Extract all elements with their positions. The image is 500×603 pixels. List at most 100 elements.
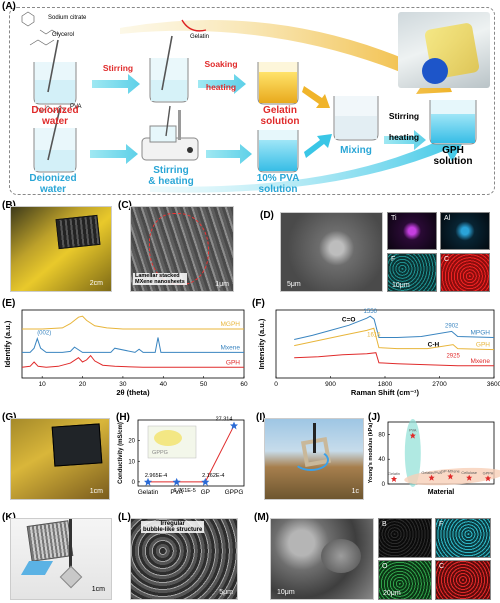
- series-line-mxene: [294, 352, 494, 367]
- data-label-pva: 6.761E-5: [174, 488, 196, 494]
- text-heating-line2: heating: [205, 81, 237, 92]
- y-tick-label: 80: [378, 432, 385, 438]
- annotation-2902: 2902: [445, 323, 459, 329]
- panel-m-scale: 10μm: [277, 589, 295, 596]
- inset-label: GPPG: [152, 450, 168, 456]
- panel-m-label: (M): [254, 512, 269, 523]
- text-pva-solution: 10% PVA solution: [246, 173, 310, 195]
- arrow-to-mixing-bottom: [304, 134, 332, 158]
- eds-c2-label: C: [439, 563, 445, 570]
- text-stirring-heating-bottom: Stirring & heating: [138, 165, 204, 187]
- y-axis-label: Young's modulus (kPa): [368, 423, 374, 484]
- gold-flow-arrow: [120, 20, 452, 94]
- panel-c-caption-2: MXene nanosheets: [135, 279, 185, 285]
- series-line-gph: [294, 327, 495, 351]
- panel-c-scale: 1μm: [215, 281, 229, 288]
- inset-film: [154, 430, 182, 446]
- panel-g-scale: 1cm: [89, 488, 103, 495]
- beaker-gelatin: [257, 62, 299, 105]
- x-tick-label: PVA: [170, 489, 183, 496]
- data-label-gelatin: 2.965E-4: [145, 473, 167, 479]
- text-deionized-top-2: water: [41, 115, 69, 127]
- eds-ti-label: Ti: [391, 215, 397, 222]
- panel-i-label: (I): [256, 412, 266, 423]
- annotation-1615: 1615: [367, 332, 381, 338]
- panel-m-sem: 10μm: [270, 518, 374, 600]
- legend-label-mxene: Mxene: [470, 358, 490, 365]
- text-deionized-bottom-1: Deionized: [29, 173, 77, 184]
- panel-d-eds-scale: 10μm: [392, 282, 410, 289]
- x-tick-label: 900: [325, 381, 336, 388]
- x-axis-label: Material: [428, 489, 455, 496]
- beaker-mixing: [333, 96, 379, 141]
- panel-a-label: (A): [2, 1, 16, 12]
- label-glycerol: Glycerol: [52, 32, 75, 38]
- text-stirring-right-1: Stirring: [388, 111, 420, 121]
- text-gelatin-solution-2: solution: [260, 115, 300, 127]
- annotation-co: C=O: [342, 316, 356, 323]
- eds-o: O 20μm: [378, 560, 432, 600]
- panel-b-scale: 2cm: [89, 280, 103, 287]
- series-line-mgph: [22, 315, 244, 330]
- x-tick-label: GP: [201, 489, 210, 496]
- label-gelatin-reagent: Gelatin: [190, 34, 210, 40]
- label-pva-reagent: PVA: [70, 104, 82, 110]
- arrow-stirring: [92, 74, 140, 94]
- text-stirring-heating-right: Stirring heating: [378, 112, 430, 142]
- eds-f-label: F: [391, 256, 396, 263]
- conductivity-line: [147, 425, 235, 483]
- text-gelatin-solution-1: Gelatin: [263, 105, 297, 116]
- panel-a: (A): [0, 0, 500, 197]
- panel-g-photo: 1cm: [10, 418, 110, 500]
- beaker-gph: [429, 100, 477, 145]
- text-pva-solution-2: solution: [258, 183, 298, 195]
- arrow-bottom-2: [206, 144, 252, 164]
- text-mixing: Mixing: [340, 145, 372, 156]
- chart-h: 0 10 20 Conductivity (mS/cm) GPPG 2.965E-4 Gel…: [118, 417, 245, 496]
- x-tick-label: Gelatin: [138, 489, 159, 496]
- series-line-mxene: [22, 337, 244, 353]
- annotation-2925: 2925: [446, 354, 460, 360]
- panel-c-caption-1: Lamellar stacked: [135, 273, 180, 279]
- mesh-sample: [55, 214, 101, 250]
- y-axis-label: Intensity (a.u.): [257, 318, 266, 369]
- point-label-4: Cellulose: [461, 471, 477, 475]
- panel-h-label: (H): [116, 412, 130, 423]
- annotation-002: (002): [37, 330, 51, 336]
- panel-c-sem: Lamellar stacked MXene nanosheets 1μm: [130, 206, 234, 292]
- panel-k-scale: 1cm: [91, 586, 105, 593]
- panel-l-caption-1: Irregular: [160, 521, 185, 527]
- eds-b: B: [378, 518, 432, 558]
- text-gph-solution-2: solution: [433, 155, 473, 167]
- x-tick-label: GPPG: [225, 489, 244, 496]
- molecule-sketches: [21, 11, 59, 46]
- data-point-4: [466, 474, 473, 481]
- x-tick-label: 0: [274, 381, 278, 388]
- chart-j: 0 40 80 Young's modulus (kPa) Material Gelati…: [368, 419, 500, 496]
- y-axis-label: Identify (a.u.): [3, 320, 12, 367]
- x-tick-label: 2700: [432, 381, 447, 388]
- y-tick-label: 40: [378, 457, 385, 463]
- point-label-5: GPPH: [483, 471, 494, 475]
- text-stirring-top: Stirring: [102, 63, 134, 73]
- highlight-ellipse-pva: [404, 419, 421, 487]
- x-tick-label: 1800: [378, 381, 393, 388]
- text-gph-solution-1: GPH: [442, 145, 464, 156]
- text-heating-right-2: heating: [388, 131, 420, 142]
- panel-a-scheme: [21, 11, 477, 193]
- series-line-gph: [21, 354, 244, 368]
- data-point-gppg: [230, 421, 238, 430]
- panel-i-scale: 1c: [351, 488, 359, 495]
- text-gph-solution: GPH solution: [424, 145, 482, 167]
- legend-label-mpgh: MPGH: [471, 329, 491, 336]
- x-tick-label: 3600: [487, 381, 500, 388]
- beaker-top-1: [33, 39, 77, 105]
- arrow-soaking: [198, 74, 246, 94]
- text-heating-bottom-2: & heating: [148, 175, 194, 187]
- beaker-top-2: [149, 19, 207, 103]
- chart-f: 0 900 1800 2700 3600 Raman Shift (cm⁻¹) Intens…: [257, 309, 500, 397]
- data-label-gp: 2.162E-4: [202, 473, 224, 479]
- text-stirring-bottom-1: Stirring: [153, 165, 189, 176]
- series-line-mpgh: [294, 315, 495, 340]
- data-point-pva: [172, 477, 181, 486]
